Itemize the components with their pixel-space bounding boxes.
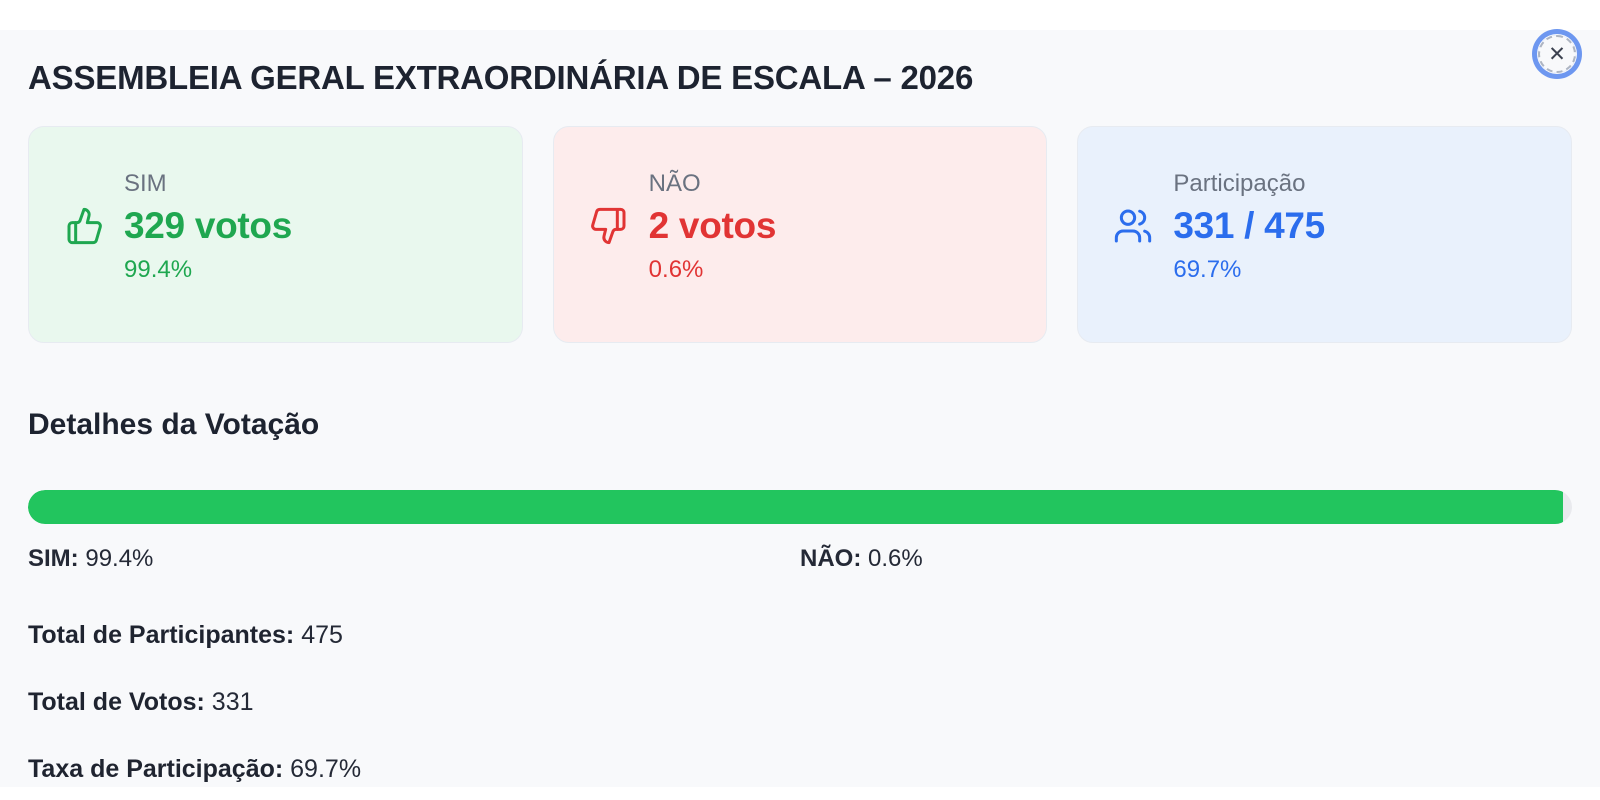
close-button[interactable]: ✕ <box>1538 35 1576 73</box>
summary-cards-row: SIM 329 votos 99.4% NÃO 2 votos 0.6% Par… <box>28 125 1573 343</box>
sim-legend: SIM: 99.4% <box>28 545 800 573</box>
participation-percent: 69.7% <box>1173 255 1242 283</box>
participation-card-label: Participação <box>1173 169 1306 197</box>
total-votes-label: Total de Votos: <box>28 687 205 716</box>
sim-votes-value: 329 votos <box>124 204 292 246</box>
participation-rate-label: Taxa de Participação: <box>28 754 284 783</box>
total-participants-line: Total de Participantes: 475 <box>28 620 1572 650</box>
vote-progress-bar <box>28 489 1572 524</box>
sim-legend-value: 99.4% <box>85 544 154 572</box>
progress-legend: SIM: 99.4% NÃO: 0.6% <box>28 545 1572 573</box>
participation-card: Participação 331 / 475 69.7% <box>1077 125 1573 343</box>
total-participants-label: Total de Participantes: <box>28 620 295 649</box>
nao-card-label: NÃO <box>648 169 701 197</box>
participation-rate-line: Taxa de Participação: 69.7% <box>28 754 1572 784</box>
thumbs-up-icon <box>64 205 106 247</box>
nao-votes-value: 2 votos <box>648 204 777 246</box>
page-title: ASSEMBLEIA GERAL EXTRAORDINÁRIA DE ESCAL… <box>28 59 974 96</box>
sim-legend-label: SIM: <box>28 544 79 572</box>
details-section-title: Detalhes da Votação <box>28 407 320 441</box>
sim-card-label: SIM <box>124 169 167 197</box>
results-modal: ASSEMBLEIA GERAL EXTRAORDINÁRIA DE ESCAL… <box>0 30 1600 787</box>
users-icon <box>1113 205 1155 247</box>
sim-votes-card: SIM 329 votos 99.4% <box>28 125 523 343</box>
total-votes-line: Total de Votos: 331 <box>28 687 1572 717</box>
close-icon: ✕ <box>1548 42 1566 66</box>
sim-votes-percent: 99.4% <box>124 255 193 283</box>
nao-legend-value: 0.6% <box>868 544 923 572</box>
participation-rate-value: 69.7% <box>290 754 362 783</box>
nao-legend: NÃO: 0.6% <box>800 545 1572 573</box>
nao-votes-card: NÃO 2 votos 0.6% <box>552 125 1048 343</box>
nao-votes-percent: 0.6% <box>648 255 704 283</box>
nao-legend-label: NÃO: <box>800 544 862 572</box>
thumbs-down-icon <box>589 205 631 247</box>
total-participants-value: 475 <box>301 620 343 649</box>
totals-section: Total de Participantes: 475 Total de Vot… <box>28 620 1572 784</box>
total-votes-value: 331 <box>211 687 254 716</box>
participation-value: 331 / 475 <box>1173 204 1325 246</box>
progress-fill <box>28 489 1563 524</box>
